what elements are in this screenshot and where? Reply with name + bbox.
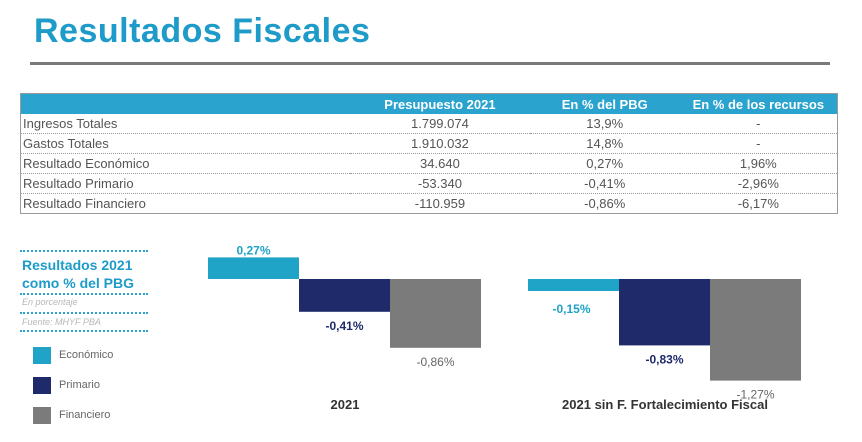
table-cell: Resultado Financiero [20, 193, 351, 214]
bar [208, 257, 299, 279]
table-row: Resultado Financiero -110.959 -0,86% -6,… [20, 193, 838, 214]
dotted-divider [20, 293, 148, 295]
data-label: -0,83% [645, 352, 683, 366]
table-cell: Resultado Primario [20, 173, 351, 194]
table-cell: 13,9% [529, 114, 680, 134]
legend-item-economico: Económico [33, 346, 113, 364]
dotted-divider [20, 312, 148, 314]
table-cell: -0,41% [529, 173, 680, 194]
data-label: -0,41% [325, 319, 363, 333]
legend-label: Primario [59, 379, 100, 391]
page-title: Resultados Fiscales [34, 12, 371, 50]
table-header-row: Presupuesto 2021 En % del PBG En % de lo… [20, 93, 838, 114]
table-cell: -53.340 [350, 173, 530, 194]
table-row: Resultado Económico 34.640 0,27% 1,96% [20, 153, 838, 174]
legend-swatch [33, 406, 51, 424]
category-label: 2021 [331, 397, 360, 412]
dotted-divider [20, 330, 148, 332]
dotted-divider [20, 250, 148, 252]
legend-label: Financiero [59, 409, 111, 421]
table-cell: 14,8% [529, 133, 680, 154]
table-header-cell [20, 93, 351, 114]
table-cell: 1.910.032 [350, 133, 530, 154]
table-cell: Resultado Económico [20, 153, 351, 174]
table-cell: -6,17% [679, 193, 838, 214]
data-label: -0,15% [552, 302, 590, 316]
legend-item-primario: Primario [33, 376, 100, 394]
table-header-cell: Presupuesto 2021 [350, 93, 530, 114]
table-cell: 1.799.074 [350, 114, 530, 134]
results-table: Presupuesto 2021 En % del PBG En % de lo… [20, 93, 838, 214]
legend-swatch [33, 346, 51, 364]
legend-item-financiero: Financiero [33, 406, 110, 424]
table-cell: Gastos Totales [20, 133, 351, 154]
legend-swatch [33, 376, 51, 394]
table-header-cell: En % del PBG [529, 93, 680, 114]
table-cell: -0,86% [529, 193, 680, 214]
table-row: Resultado Primario -53.340 -0,41% -2,96% [20, 173, 838, 194]
table-cell: 0,27% [529, 153, 680, 174]
data-label: -0,86% [416, 355, 454, 369]
table-cell: Ingresos Totales [20, 114, 351, 134]
table-cell: 1,96% [679, 153, 838, 174]
title-divider [30, 62, 830, 65]
table-header-cell: En % de los recursos [679, 93, 838, 114]
bar [619, 279, 710, 346]
data-label: -1,27% [736, 388, 774, 402]
table-row: Gastos Totales 1.910.032 14,8% - [20, 133, 838, 154]
category-label: 2021 sin F. Fortalecimiento Fiscal [562, 397, 768, 412]
data-label: 0,27% [236, 243, 270, 257]
table-cell: - [679, 114, 838, 134]
table-cell: -2,96% [679, 173, 838, 194]
bar [390, 279, 481, 348]
table-cell: - [679, 133, 838, 154]
table-cell: -110.959 [350, 193, 530, 214]
chart-subtitle: En porcentaje [22, 297, 78, 307]
legend-label: Económico [59, 349, 114, 361]
bar [528, 279, 619, 291]
bar [299, 279, 390, 312]
table-cell: 34.640 [350, 153, 530, 174]
bar [710, 279, 801, 381]
chart-title: Resultados 2021 como % del PBG [22, 257, 135, 291]
table-row: Ingresos Totales 1.799.074 13,9% - [20, 114, 838, 134]
chart-source: Fuente: MHYF PBA [22, 317, 101, 327]
